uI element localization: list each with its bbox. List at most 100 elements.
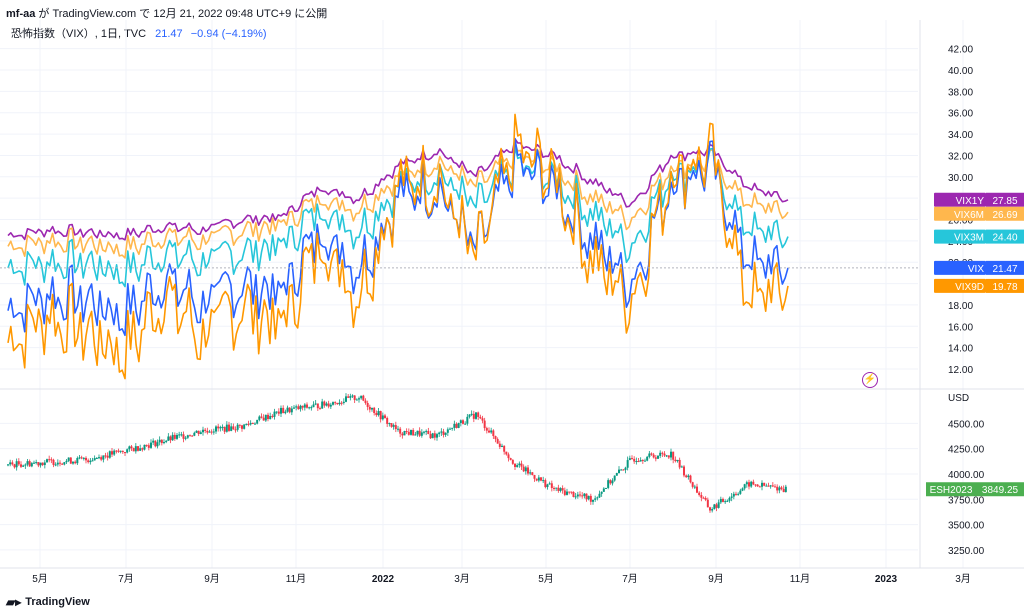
candle-body xyxy=(189,435,191,437)
publish-attribution: が TradingView.com で 12月 21, 2022 09:48 U… xyxy=(35,8,328,20)
symbol-name-tag xyxy=(926,482,976,497)
candle-body xyxy=(215,426,217,432)
time-tick-label: 11月 xyxy=(286,573,306,585)
candle-body xyxy=(414,434,417,436)
candle-body xyxy=(511,459,514,464)
symbol-title[interactable]: 恐怖指数（VIX）, 1日, TVC xyxy=(11,28,147,40)
candle-body xyxy=(288,407,291,413)
grid-lines xyxy=(0,20,964,568)
candle-body xyxy=(314,403,317,405)
candle-body xyxy=(163,442,165,444)
candle-body xyxy=(117,450,120,452)
candle-body xyxy=(464,423,467,425)
candle-body xyxy=(774,486,776,488)
candle-body xyxy=(35,462,38,464)
candle-body xyxy=(761,482,763,487)
candle-body xyxy=(30,463,33,467)
candle-body xyxy=(141,448,144,450)
series-value: 27.85 xyxy=(992,196,1017,207)
author-name[interactable]: mf-aa xyxy=(6,8,36,20)
candle-body xyxy=(399,428,402,434)
candle-body xyxy=(280,407,282,414)
candle-body xyxy=(741,488,744,491)
price-tick-label: 40.00 xyxy=(948,66,973,77)
candle-body xyxy=(176,434,178,439)
candle-body xyxy=(633,458,636,462)
candle-body xyxy=(641,460,644,462)
candle-body xyxy=(223,426,226,432)
candle-body xyxy=(80,457,83,459)
candle-body xyxy=(254,423,256,425)
time-tick-label: 3月 xyxy=(454,573,470,585)
candle-body xyxy=(748,482,750,487)
candle-body xyxy=(329,404,332,407)
price-tick-label: 4000.00 xyxy=(948,470,985,481)
candle-body xyxy=(22,465,25,467)
price-tick-label: 14.00 xyxy=(948,344,973,355)
candle-body xyxy=(752,481,755,485)
candle-body xyxy=(739,490,742,494)
candle-body xyxy=(202,429,204,433)
symbol-value-tag xyxy=(976,482,1024,497)
candle-body xyxy=(277,411,280,414)
candle-body xyxy=(477,412,480,417)
candle-body xyxy=(397,428,399,430)
candle-body xyxy=(622,469,625,471)
candle-body xyxy=(403,431,406,436)
candle-body xyxy=(316,403,319,409)
candle-body xyxy=(672,451,675,460)
lightning-icon[interactable]: ⚡ xyxy=(862,372,878,388)
candle-body xyxy=(468,414,471,417)
series-label-vix3m: VIX3M 24.40 xyxy=(934,229,1024,244)
series-value-tag xyxy=(986,229,1024,244)
candle-body xyxy=(137,446,139,451)
symbol-value: 21.47 xyxy=(155,28,183,40)
candle-body xyxy=(95,458,98,460)
candle-body xyxy=(11,462,14,465)
price-tick-label: 3250.00 xyxy=(948,546,985,557)
candle-body xyxy=(750,481,753,487)
candle-body xyxy=(230,426,233,431)
candle-body xyxy=(65,460,68,463)
candle-body xyxy=(728,497,731,501)
time-tick-label: 9月 xyxy=(204,573,220,585)
candle-body xyxy=(297,406,300,410)
candle-body xyxy=(602,488,605,492)
candle-body xyxy=(635,461,638,463)
candle-body xyxy=(197,430,200,434)
candle-body xyxy=(269,415,272,420)
candle-body xyxy=(264,414,267,421)
candle-body xyxy=(377,411,380,416)
candle-body xyxy=(576,494,579,497)
candle-body xyxy=(574,496,577,498)
brand-footer[interactable]: ▰▸ TradingView xyxy=(6,595,90,609)
candle-body xyxy=(646,456,649,461)
candle-body xyxy=(130,446,133,449)
candle-body xyxy=(492,430,495,437)
candle-body xyxy=(362,395,365,401)
candle-body xyxy=(481,418,484,421)
candle-body xyxy=(208,431,211,433)
candle-body xyxy=(557,487,560,491)
candle-body xyxy=(455,423,458,428)
candle-body xyxy=(340,402,343,404)
candle-body xyxy=(355,399,358,401)
candle-body xyxy=(20,464,22,467)
symbol-legend: 恐怖指数（VIX）, 1日, TVC 21.47 −0.94 (−4.19%) xyxy=(11,25,267,41)
candle-body xyxy=(533,475,536,479)
candle-body xyxy=(303,404,306,408)
candle-body xyxy=(631,458,633,460)
candle-body xyxy=(290,408,293,413)
candle-body xyxy=(375,413,378,416)
candle-body xyxy=(648,453,651,457)
candle-body xyxy=(342,401,345,403)
candle-body xyxy=(767,485,770,487)
candle-body xyxy=(121,450,124,453)
candle-body xyxy=(431,433,434,439)
candle-body xyxy=(206,430,209,433)
candle-body xyxy=(63,462,66,465)
price-tick-label: 12.00 xyxy=(948,365,973,376)
candle-body xyxy=(490,430,493,433)
series-value-tag xyxy=(986,192,1024,207)
